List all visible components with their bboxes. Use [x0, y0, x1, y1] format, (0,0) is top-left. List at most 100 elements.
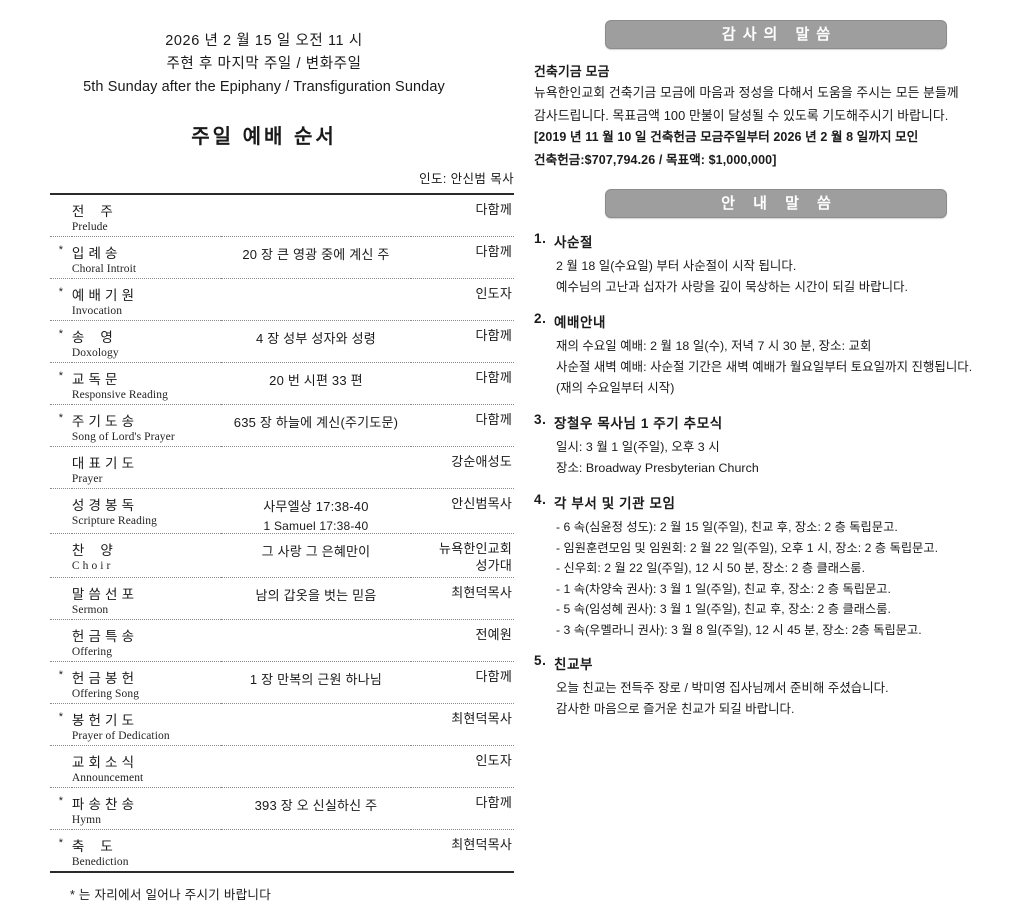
order-row: * 송 영 Doxology 4 장 성부 성자와 성령 다함께	[50, 320, 514, 363]
page-title: 주일 예배 순서	[191, 126, 337, 148]
notice-item-title: 장철우 목사님 1 주기 추모식	[554, 416, 723, 431]
order-item-detail	[221, 830, 410, 873]
order-item-korean: 파 송 찬 송	[71, 797, 135, 812]
order-item-name: 교 회 소 식 Announcement	[71, 745, 222, 788]
standing-marker: *	[50, 320, 72, 363]
order-row: * 예 배 기 원 Invocation 인도자	[50, 278, 514, 321]
order-item-name: 축 도 Benediction	[72, 830, 222, 873]
order-item-participant: 전예원	[410, 619, 514, 662]
order-row: 대 표 기 도 Prayer 강순애성도	[50, 446, 514, 489]
order-item-english: Choral Introit	[71, 263, 137, 275]
order-item-name: 헌 금 특 송 Offering	[71, 619, 222, 662]
standing-footnote: * 는 자리에서 일어나 주시기 바랍니다	[70, 888, 272, 902]
standing-marker: *	[50, 661, 72, 704]
notice-item-number: 1.	[534, 231, 547, 246]
order-item-detail-sub: 1 Samuel 17:38-40	[263, 519, 369, 533]
order-item-name: 전 주 Prelude	[71, 194, 222, 237]
order-item-detail: 393 장 오 신실하신 주	[221, 787, 411, 830]
notice-item-heading: 5. 친교부	[534, 653, 1018, 673]
order-item-detail	[221, 745, 411, 788]
order-item-english: Benediction	[71, 856, 129, 868]
order-item-detail: 사무엘상 17:38-40 1 Samuel 17:38-40	[221, 488, 411, 534]
order-item-english: Prayer	[71, 473, 103, 485]
notice-line: - 6 속(심윤정 성도): 2 월 15 일(주일), 친교 후, 장소: 2…	[556, 520, 898, 534]
order-item-korean: 교 회 소 식	[71, 755, 135, 770]
standing-marker: *	[50, 404, 72, 447]
order-item-detail: 1 장 만복의 근원 하나님	[221, 661, 411, 704]
standing-marker: *	[50, 362, 72, 405]
notice-line: 재의 수요일 예배: 2 월 18 일(수), 저녁 7 시 30 분, 장소:…	[556, 339, 872, 353]
notice-line: 장소: Broadway Presbyterian Church	[556, 461, 759, 475]
order-item-korean: 헌 금 봉 헌	[71, 671, 135, 686]
notice-line: - 신우회: 2 월 22 일(주일), 12 시 50 분, 장소: 2 층 …	[556, 561, 865, 575]
order-item-participant: 다함께	[410, 194, 514, 237]
notice-item-heading: 1. 사순절	[534, 231, 1018, 251]
order-item-detail: 20 장 큰 영광 중에 계신 주	[221, 236, 411, 279]
notice-banner: 안 내 말 씀	[605, 189, 947, 218]
order-item-korean: 헌 금 특 송	[71, 629, 135, 644]
order-item-participant: 인도자	[410, 278, 514, 321]
notice-item-lines: 재의 수요일 예배: 2 월 18 일(수), 저녁 7 시 30 분, 장소:…	[556, 336, 1018, 399]
order-item-participant: 강순애성도	[410, 446, 514, 489]
order-item-korean: 주 기 도 송	[71, 414, 135, 429]
worship-order-column: 2026 년 2 월 15 일 오전 11 시 주현 후 마지막 주일 / 변화…	[0, 0, 528, 902]
building-fund-paragraph-1: 뉴욕한인교회 건축기금 모금에 마음과 정성을 다해서 도움을 주시는 모든 분…	[534, 85, 959, 100]
order-item-participant: 다함께	[410, 362, 514, 405]
order-item-participant: 다함께	[410, 404, 514, 447]
standing-marker: *	[50, 236, 72, 279]
notice-line: 오늘 친교는 전득주 장로 / 박미영 집사님께서 준비해 주셨습니다.	[556, 681, 889, 695]
notice-line: - 3 속(우멜라니 권사): 3 월 8 일(주일), 12 시 45 분, …	[556, 622, 922, 637]
announcements-column: 감사의 말씀 건축기금 모금 뉴욕한인교회 건축기금 모금에 마음과 정성을 다…	[528, 0, 1024, 791]
notice-item-lines: 2 월 18 일(수요일) 부터 사순절이 시작 됩니다. 예수님의 고난과 십자…	[556, 256, 1018, 298]
liturgical-season-english: 5th Sunday after the Epiphany / Transfig…	[83, 79, 445, 95]
service-date: 2026 년 2 월 15 일 오전 11 시	[165, 33, 363, 49]
notice-item-lines: 일시: 3 월 1 일(주일), 오후 3 시 장소: Broadway Pres…	[556, 437, 1018, 479]
standing-marker	[50, 619, 72, 662]
order-item-participant: 다함께	[410, 236, 514, 279]
worship-order-table: 전 주 Prelude 다함께 * 입 례 송 Choral Introit 20 장 큰 …	[50, 193, 514, 873]
order-row: * 헌 금 봉 헌 Offering Song 1 장 만복의 근원 하나님 다함께	[50, 661, 514, 704]
notice-item-lines: 오늘 친교는 전득주 장로 / 박미영 집사님께서 준비해 주셨습니다. 감사한 …	[556, 678, 1018, 720]
order-item-detail: 4 장 성부 성자와 성령	[221, 320, 411, 363]
order-item-detail: 그 사랑 그 은혜만이	[221, 533, 411, 578]
standing-marker	[50, 446, 72, 489]
notice-item-heading: 3. 장철우 목사님 1 주기 추모식	[534, 412, 1018, 432]
order-item-korean: 성 경 봉 독	[71, 498, 135, 513]
order-item-name: 말 씀 선 포 Sermon	[71, 577, 222, 620]
order-row: 찬 양 C h o i r 그 사랑 그 은혜만이 뉴욕한인교회 성가대	[50, 533, 514, 578]
order-item-name: 대 표 기 도 Prayer	[71, 446, 222, 489]
notice-item-number: 4.	[534, 492, 547, 507]
order-item-korean: 입 례 송	[71, 246, 118, 261]
notice-item-title: 사순절	[554, 235, 594, 250]
order-item-name: 찬 양 C h o i r	[71, 533, 222, 578]
notice-item-number: 5.	[534, 653, 547, 668]
notice-line: 예수님의 고난과 십자가 사랑을 깊이 묵상하는 시간이 되길 바랍니다.	[556, 280, 909, 294]
order-item-english: Prayer of Dedication	[71, 730, 170, 742]
order-item-korean: 찬 양	[71, 543, 113, 558]
notice-item-number: 3.	[534, 412, 547, 427]
order-item-english: Prelude	[71, 221, 108, 233]
notice-item-lines: - 6 속(심윤정 성도): 2 월 15 일(주일), 친교 후, 장소: 2…	[556, 517, 1018, 640]
notice-item: 1. 사순절 2 월 18 일(수요일) 부터 사순절이 시작 됩니다. 예수님의 고…	[534, 231, 1018, 298]
standing-marker: *	[50, 703, 72, 746]
notice-line: 2 월 18 일(수요일) 부터 사순절이 시작 됩니다.	[556, 259, 797, 273]
order-item-detail: 남의 갑옷을 벗는 믿음	[221, 577, 411, 620]
notice-item-title: 예배안내	[554, 315, 607, 330]
thanks-section: 건축기금 모금 뉴욕한인교회 건축기금 모금에 마음과 정성을 다해서 도움을 …	[528, 61, 1024, 170]
order-item-english: C h o i r	[71, 560, 111, 572]
building-fund-amount: 건축헌금:$707,794.26 / 목표액: $1,000,000]	[534, 152, 777, 167]
building-fund-paragraph-2: 감사드립니다. 목표금액 100 만불이 달성될 수 있도록 기도해주시기 바랍…	[534, 107, 949, 123]
order-item-participant: 최현덕목사	[451, 837, 512, 852]
order-item-name: 파 송 찬 송 Hymn	[71, 787, 222, 830]
notice-line: - 5 속(임성혜 권사): 3 월 1 일(주일), 친교 후, 장소: 2 …	[556, 602, 891, 616]
order-row: 전 주 Prelude 다함께	[50, 194, 514, 237]
notice-line: - 1 속(차양숙 권사): 3 월 1 일(주일), 친교 후, 장소: 2 …	[556, 581, 891, 596]
order-row: 헌 금 특 송 Offering 전예원	[50, 619, 514, 662]
notice-list: 1. 사순절 2 월 18 일(수요일) 부터 사순절이 시작 됩니다. 예수님의 고…	[528, 231, 1024, 720]
order-row: * 축 도 Benediction 최현덕목사	[50, 830, 514, 873]
order-item-participant-sub: 성가대	[475, 558, 512, 573]
order-item-english: Invocation	[71, 305, 123, 317]
building-fund-period: [2019 년 11 월 10 일 건축헌금 모금주일부터 2026 년 2 월…	[534, 130, 919, 144]
notice-item-title: 각 부서 및 기관 모임	[554, 496, 676, 511]
order-item-english: Announcement	[71, 772, 144, 784]
